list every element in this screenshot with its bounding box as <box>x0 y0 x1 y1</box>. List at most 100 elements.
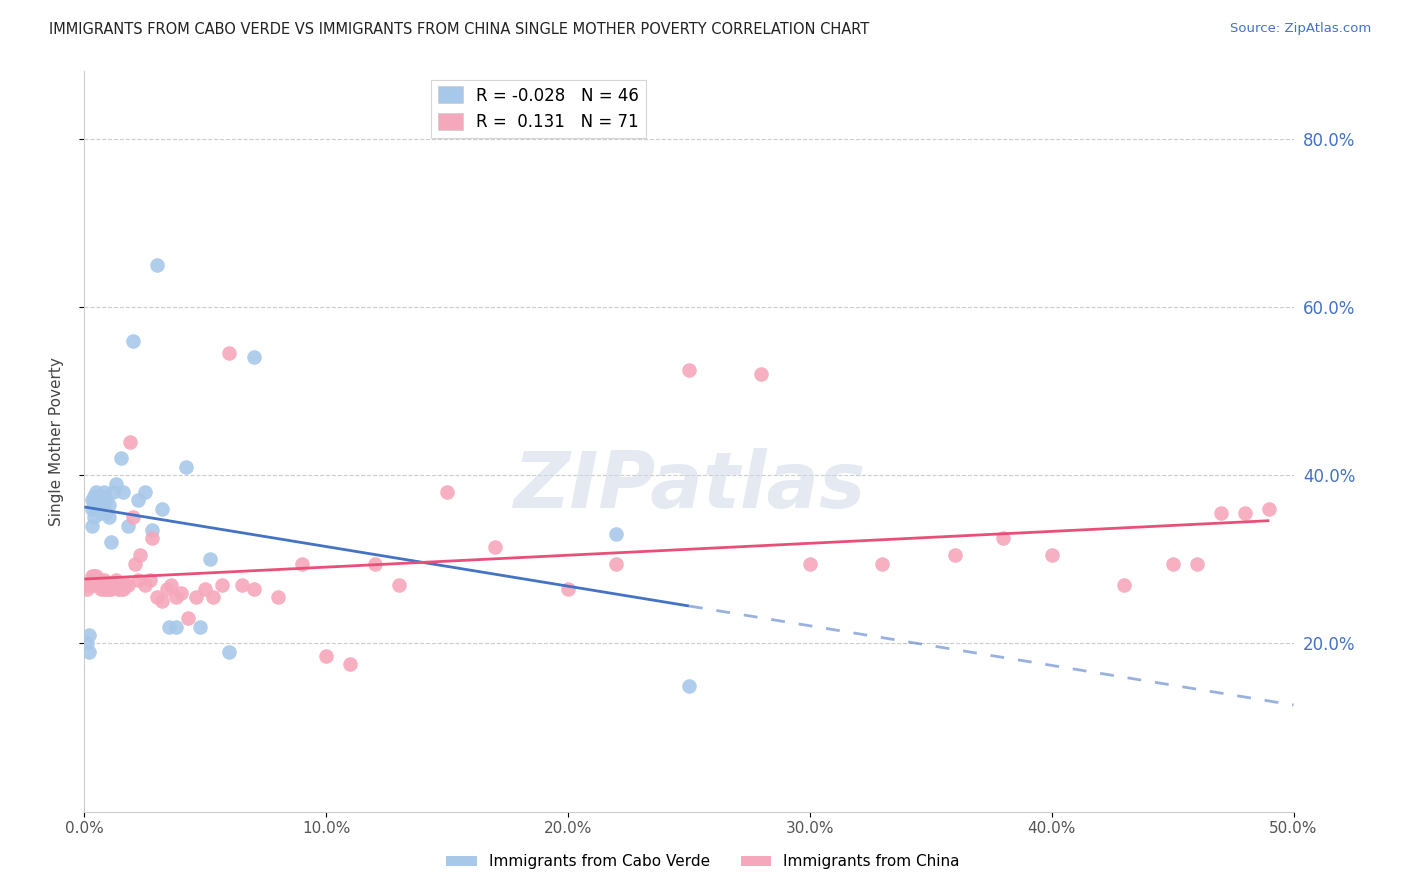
Point <box>678 679 700 693</box>
Point <box>103 577 125 591</box>
Point <box>94 577 117 591</box>
Point <box>1209 506 1232 520</box>
Point <box>86 489 108 503</box>
Point <box>242 351 264 365</box>
Point <box>134 485 156 500</box>
Point <box>124 557 146 571</box>
Point <box>141 531 163 545</box>
Point <box>157 619 180 633</box>
Point <box>1040 548 1063 562</box>
Point <box>93 574 115 588</box>
Point <box>678 363 700 377</box>
Point <box>76 636 98 650</box>
Point <box>93 493 115 508</box>
Point <box>194 582 217 596</box>
Point <box>1258 501 1281 516</box>
Point <box>87 574 110 588</box>
Point <box>100 535 122 549</box>
Point <box>315 649 337 664</box>
Point <box>117 518 139 533</box>
Point <box>605 527 627 541</box>
Point <box>107 582 129 596</box>
Point <box>484 540 506 554</box>
Point <box>112 485 135 500</box>
Point <box>77 628 100 642</box>
Point <box>80 569 103 583</box>
Point <box>127 493 149 508</box>
Point <box>231 577 253 591</box>
Point <box>77 645 100 659</box>
Point <box>93 582 115 596</box>
Point <box>129 548 152 562</box>
Point <box>120 434 142 449</box>
Point <box>201 590 224 604</box>
Point <box>76 582 98 596</box>
Point <box>80 577 103 591</box>
Point <box>165 590 187 604</box>
Point <box>94 493 117 508</box>
Point <box>177 611 200 625</box>
Point <box>97 577 120 591</box>
Point <box>87 493 110 508</box>
Point <box>751 368 773 382</box>
Point <box>557 582 579 596</box>
Point <box>339 657 361 672</box>
Point <box>436 485 458 500</box>
Point <box>993 531 1015 545</box>
Point <box>97 510 120 524</box>
Point <box>83 489 105 503</box>
Point <box>94 582 117 596</box>
Point <box>190 619 212 633</box>
Point <box>170 586 193 600</box>
Point <box>363 557 385 571</box>
Point <box>150 501 173 516</box>
Point <box>83 569 105 583</box>
Point <box>174 459 197 474</box>
Point <box>1161 557 1184 571</box>
Point <box>87 493 110 508</box>
Point <box>155 582 177 596</box>
Point <box>94 506 117 520</box>
Point <box>141 523 163 537</box>
Point <box>218 346 240 360</box>
Point <box>110 582 132 596</box>
Point <box>184 590 207 604</box>
Point <box>86 501 108 516</box>
Legend: Immigrants from Cabo Verde, Immigrants from China: Immigrants from Cabo Verde, Immigrants f… <box>440 848 966 875</box>
Point <box>80 518 103 533</box>
Point <box>1185 557 1208 571</box>
Point <box>146 590 169 604</box>
Point <box>121 510 143 524</box>
Point <box>104 476 127 491</box>
Point <box>1234 506 1257 520</box>
Text: ZIPatlas: ZIPatlas <box>513 448 865 524</box>
Point <box>150 594 173 608</box>
Point <box>93 485 115 500</box>
Point <box>86 577 108 591</box>
Point <box>291 557 314 571</box>
Point <box>799 557 821 571</box>
Y-axis label: Single Mother Poverty: Single Mother Poverty <box>49 357 63 526</box>
Point <box>127 574 149 588</box>
Point <box>90 489 112 503</box>
Point <box>104 574 127 588</box>
Point <box>134 577 156 591</box>
Point <box>90 506 112 520</box>
Point <box>103 485 125 500</box>
Point <box>100 582 122 596</box>
Point <box>146 258 169 272</box>
Point <box>83 510 105 524</box>
Point <box>112 582 135 596</box>
Point <box>943 548 966 562</box>
Text: Source: ZipAtlas.com: Source: ZipAtlas.com <box>1230 22 1371 36</box>
Point <box>267 590 290 604</box>
Point <box>86 485 108 500</box>
Point <box>87 577 110 591</box>
Point <box>605 557 627 571</box>
Point <box>211 577 233 591</box>
Point <box>87 498 110 512</box>
Point <box>242 582 264 596</box>
Point <box>80 501 103 516</box>
Legend: R = -0.028   N = 46, R =  0.131   N = 71: R = -0.028 N = 46, R = 0.131 N = 71 <box>432 79 645 137</box>
Point <box>86 493 108 508</box>
